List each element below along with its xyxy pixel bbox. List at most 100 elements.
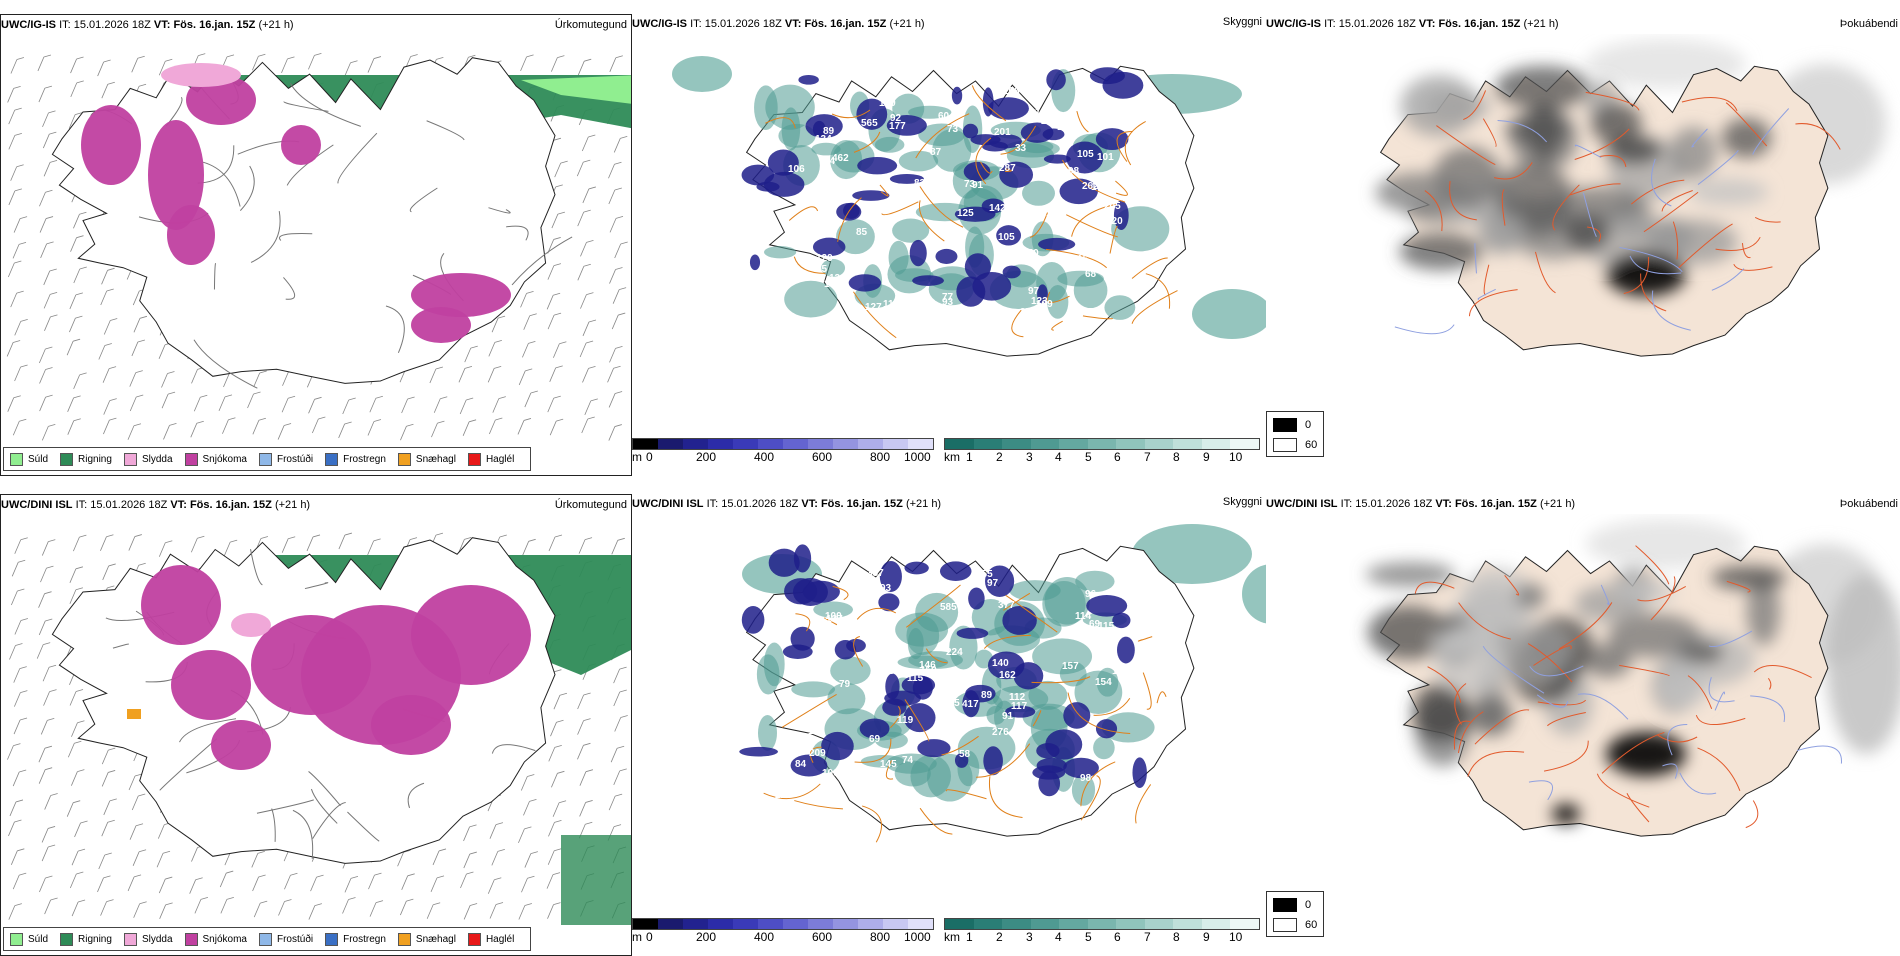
- wind-barb: [8, 819, 22, 837]
- colorbar-tick: 1: [966, 930, 973, 944]
- wind-barb: [129, 370, 143, 387]
- wind-barb: [577, 718, 591, 735]
- cloud-base-label: 119: [897, 715, 914, 726]
- cloud-base-label: 115: [1072, 254, 1089, 265]
- road-line: [1631, 179, 1685, 205]
- road-line: [971, 85, 1007, 122]
- wind-barb: [39, 216, 54, 233]
- wind-barb: [609, 215, 624, 233]
- colorbar-tick: 5: [1085, 930, 1092, 944]
- low-cloud-area: [767, 149, 799, 176]
- wind-barb: [43, 689, 57, 706]
- visibility-layer: 168 107 150 98 180 137 162 145 119 92 114 93 100 75 74…: [739, 524, 1266, 843]
- low-cloud-area: [1045, 729, 1083, 760]
- wind-barb: [426, 902, 441, 919]
- low-visibility-area: [892, 218, 930, 243]
- wind-barb: [42, 131, 57, 149]
- wind-barb: [158, 876, 173, 894]
- fog-index-map: [1365, 519, 1900, 837]
- wind-barb: [548, 744, 562, 762]
- colorbar-gradient: [632, 918, 934, 930]
- cloud-base-label: 140: [992, 658, 1009, 669]
- low-cloud-area: [901, 675, 936, 695]
- wind-barb: [100, 899, 114, 916]
- road-line: [491, 744, 536, 754]
- road-line: [1535, 251, 1556, 294]
- low-cloud-area: [939, 561, 972, 581]
- road-line: [837, 197, 862, 242]
- low-cloud-area: [812, 237, 846, 257]
- road-line: [1066, 214, 1118, 238]
- wind-barb: [128, 773, 143, 791]
- cloud-base-label: 142: [989, 203, 1006, 214]
- road-line: [1601, 731, 1665, 774]
- cloud-base-label: 320: [1106, 216, 1123, 227]
- colorbar-step: [733, 919, 758, 929]
- wind-barb: [67, 740, 82, 758]
- low-visibility-area: [1073, 272, 1108, 309]
- colorbar-step: [1059, 919, 1088, 929]
- road-line: [1726, 580, 1751, 593]
- low-visibility-area: [836, 219, 875, 255]
- road-line: [1750, 695, 1786, 723]
- wind-barb: [547, 263, 562, 280]
- cloud-base-label: 89: [823, 126, 835, 137]
- road-line: [1115, 180, 1128, 196]
- wind-barb: [10, 57, 25, 74]
- legend-swatch: [60, 932, 74, 946]
- colorbar-step: [833, 919, 858, 929]
- wind-barb: [577, 209, 591, 227]
- road-line: [1796, 745, 1842, 764]
- low-cloud-area: [857, 156, 898, 175]
- fog-index-area: [1669, 126, 1717, 179]
- cloud-base-label: 134: [815, 134, 832, 145]
- cloud-base-label: 154: [1095, 677, 1112, 688]
- cloud-base-label: 133: [829, 273, 846, 284]
- legend-item: Frostúði: [258, 452, 313, 466]
- wind-barb: [10, 848, 25, 865]
- cloud-base-label: 87: [930, 147, 942, 158]
- wind-barb: [253, 900, 268, 918]
- visibility-panel-top: UWC/IG-IS IT: 15.01.2026 18Z VT: Fös. 16…: [632, 14, 1266, 476]
- wind-barb: [133, 315, 148, 333]
- road-line: [1687, 675, 1713, 709]
- legend-swatch: [184, 932, 198, 946]
- legend-item: Snjókoma: [184, 932, 247, 946]
- wind-barb: [251, 851, 265, 868]
- road-line: [1619, 664, 1670, 677]
- wind-barb: [548, 534, 563, 552]
- wind-barb: [578, 537, 593, 554]
- colorbar-step: [733, 439, 758, 449]
- road-line: [250, 549, 263, 586]
- wind-barb: [608, 793, 623, 811]
- fog-swatch-light: [1273, 918, 1297, 932]
- legend-swatch: [325, 452, 339, 466]
- wind-barb: [342, 397, 356, 415]
- road-line: [1457, 711, 1484, 754]
- road-line: [1482, 118, 1497, 148]
- road-line: [925, 648, 948, 664]
- road-line: [983, 634, 1031, 649]
- wind-barb: [579, 800, 593, 817]
- wind-barb: [281, 56, 295, 74]
- panel-title: UWC/IG-IS IT: 15.01.2026 18Z VT: Fös. 16…: [1266, 18, 1559, 30]
- fog-layer: [1365, 519, 1900, 837]
- colorbar-tick: 7: [1144, 930, 1151, 944]
- low-visibility-area: [918, 123, 965, 147]
- wind-barb: [131, 793, 146, 811]
- road-line: [1667, 724, 1688, 756]
- wind-barb: [547, 848, 562, 865]
- low-cloud-area: [1038, 237, 1076, 251]
- colorbar-step: [1173, 919, 1202, 929]
- low-cloud-area: [821, 731, 854, 761]
- low-cloud-area: [846, 638, 866, 653]
- colorbar-tick: 800: [870, 450, 891, 464]
- wind-barb: [190, 535, 205, 553]
- fog-legend: 0 60: [1266, 411, 1324, 457]
- panel-product-title: Þokuábendi: [1839, 18, 1898, 30]
- cloud-base-label: 92: [1125, 590, 1137, 601]
- low-cloud-area: [981, 141, 1009, 152]
- wind-barb: [491, 848, 505, 866]
- low-visibility-area: [898, 150, 939, 172]
- wind-barb: [98, 852, 112, 870]
